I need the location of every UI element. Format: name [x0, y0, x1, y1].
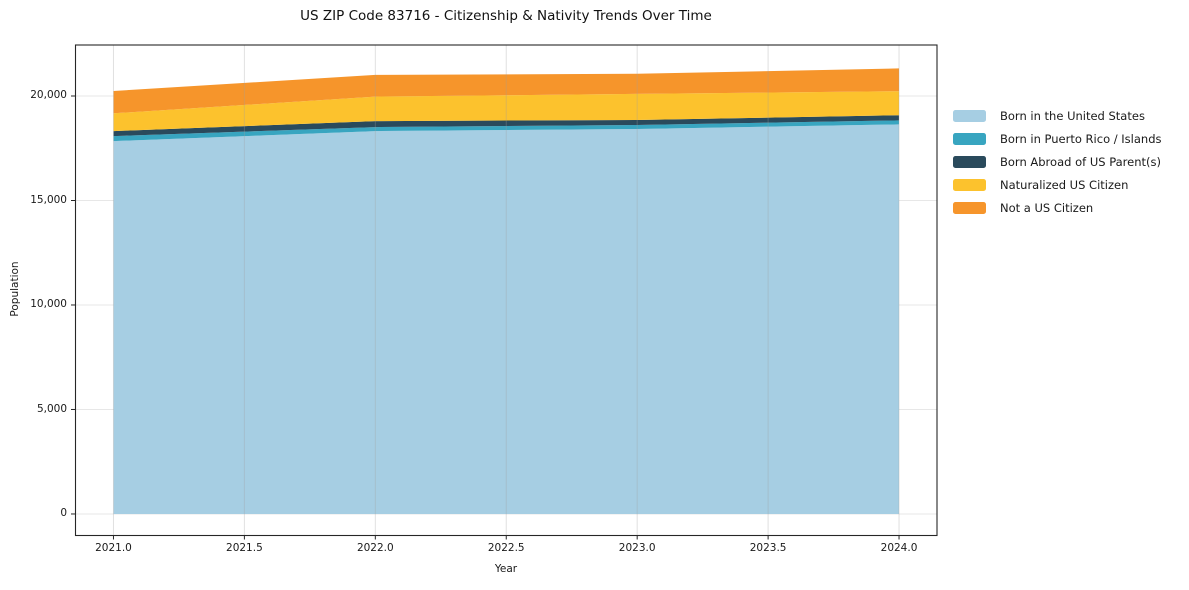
y-tick-label: 10,000 — [30, 298, 67, 311]
x-axis-label: Year — [494, 563, 518, 575]
y-tick-label: 15,000 — [30, 193, 67, 206]
legend-item: Naturalized US Citizen — [953, 174, 1162, 197]
legend-item: Born Abroad of US Parent(s) — [953, 150, 1162, 173]
x-tick-label: 2021.5 — [226, 542, 263, 554]
area-series-0 — [113, 124, 899, 515]
legend-item-label: Born in the United States — [1000, 108, 1145, 123]
x-tick-label: 2022.0 — [356, 542, 394, 554]
legend-item: Born in Puerto Rico / Islands — [953, 127, 1162, 150]
x-tick-label: 2024.0 — [880, 542, 918, 554]
x-tick-label: 2021.0 — [95, 542, 132, 554]
area-series-4 — [113, 68, 899, 114]
area-series-1 — [113, 120, 899, 142]
chart-title: US ZIP Code 83716 - Citizenship & Nativi… — [300, 8, 712, 24]
area-series-2 — [113, 115, 899, 137]
legend-swatch — [953, 202, 986, 215]
legend-item: Born in the United States — [953, 104, 1162, 127]
legend-item-label: Not a US Citizen — [1000, 201, 1094, 216]
legend-swatch — [953, 179, 986, 192]
legend: Born in the United States Born in Puerto … — [953, 104, 1162, 220]
y-tick-label: 20,000 — [30, 89, 67, 102]
legend-item-label: Naturalized US Citizen — [1000, 178, 1129, 193]
y-tick-label: 5,000 — [36, 402, 67, 415]
legend-item-label: Born in Puerto Rico / Islands — [1000, 131, 1162, 146]
legend-swatch — [953, 132, 986, 145]
y-tick-label: 0 — [60, 507, 67, 520]
area-series-3 — [113, 91, 899, 132]
legend-swatch — [953, 155, 986, 168]
legend-item: Not a US Citizen — [953, 197, 1162, 220]
legend-item-label: Born Abroad of US Parent(s) — [1000, 154, 1161, 169]
x-tick-label: 2022.5 — [487, 542, 525, 554]
x-tick-label: 2023.0 — [618, 542, 656, 554]
legend-swatch — [953, 109, 986, 122]
x-tick-label: 2023.5 — [749, 542, 787, 554]
